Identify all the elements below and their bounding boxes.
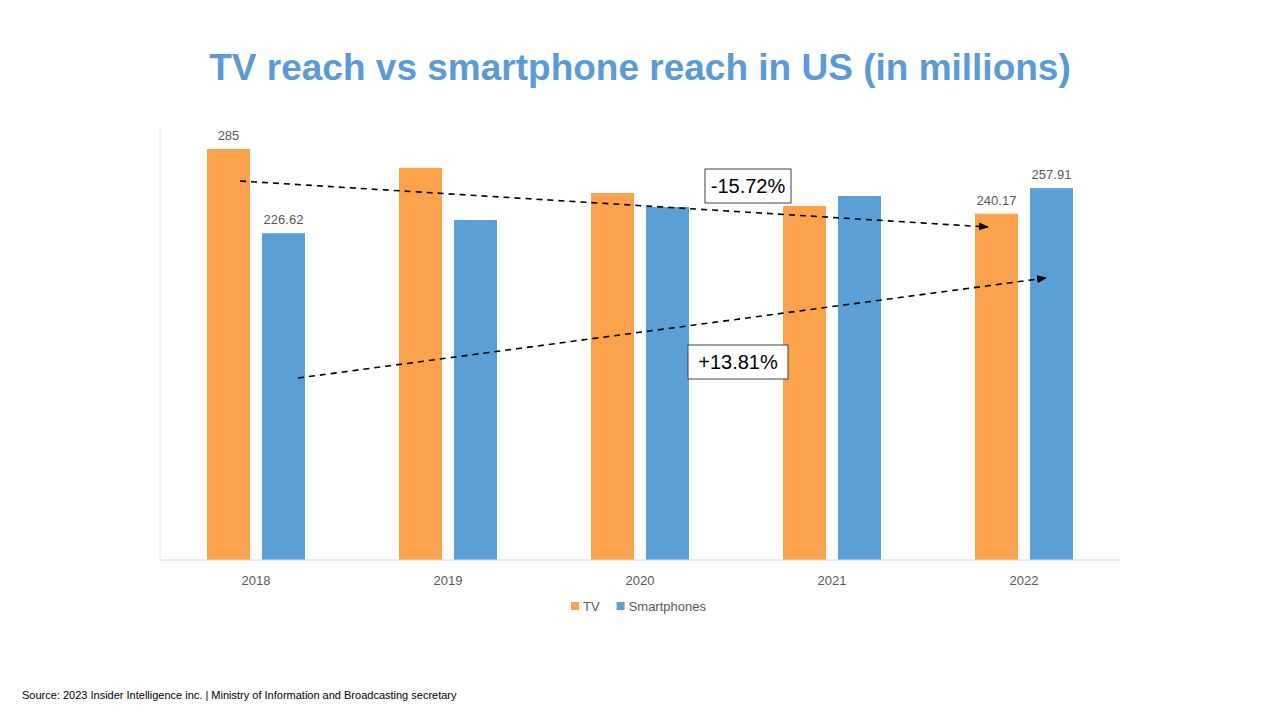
bar bbox=[591, 193, 634, 560]
data-label: 240.17 bbox=[977, 193, 1017, 208]
y-axis-line bbox=[160, 127, 161, 560]
annotation: -15.72% bbox=[711, 175, 786, 197]
legend-label: Smartphones bbox=[629, 599, 707, 614]
annotation: +13.81% bbox=[698, 351, 778, 373]
bar bbox=[1030, 188, 1073, 560]
bar bbox=[975, 214, 1018, 560]
annotation-box bbox=[705, 169, 791, 203]
legend-swatch bbox=[571, 602, 579, 610]
bar bbox=[646, 207, 689, 560]
bar bbox=[783, 206, 826, 560]
bars bbox=[207, 149, 1073, 560]
x-tick-label: 2021 bbox=[818, 573, 847, 588]
x-tick-label: 2018 bbox=[242, 573, 271, 588]
legend: TV Smartphones bbox=[571, 599, 706, 614]
x-tick-label: 2020 bbox=[626, 573, 655, 588]
bar bbox=[399, 168, 442, 560]
data-label: 257.91 bbox=[1032, 167, 1072, 182]
x-tick-label: 2019 bbox=[434, 573, 463, 588]
source: Source: 2023 Insider Intelligence inc. |… bbox=[22, 689, 457, 701]
chart: TV reach vs smartphone reach in US (in m… bbox=[0, 0, 1280, 720]
annotation-box bbox=[688, 345, 788, 379]
bar bbox=[262, 233, 305, 560]
legend-label: TV bbox=[583, 599, 600, 614]
x-axis-line bbox=[160, 560, 1120, 561]
trend-arrow bbox=[240, 181, 988, 227]
chart-root: TV reach vs smartphone reach in US (in m… bbox=[0, 0, 1280, 720]
legend-swatch bbox=[617, 602, 625, 610]
bar bbox=[454, 220, 497, 560]
bar bbox=[838, 196, 881, 560]
data-label: 285 bbox=[218, 128, 240, 143]
title: TV reach vs smartphone reach in US (in m… bbox=[209, 47, 1071, 88]
trend-arrow bbox=[298, 278, 1046, 378]
data-label: 226.62 bbox=[264, 212, 304, 227]
x-tick-label: 2022 bbox=[1010, 573, 1039, 588]
bar bbox=[207, 149, 250, 560]
